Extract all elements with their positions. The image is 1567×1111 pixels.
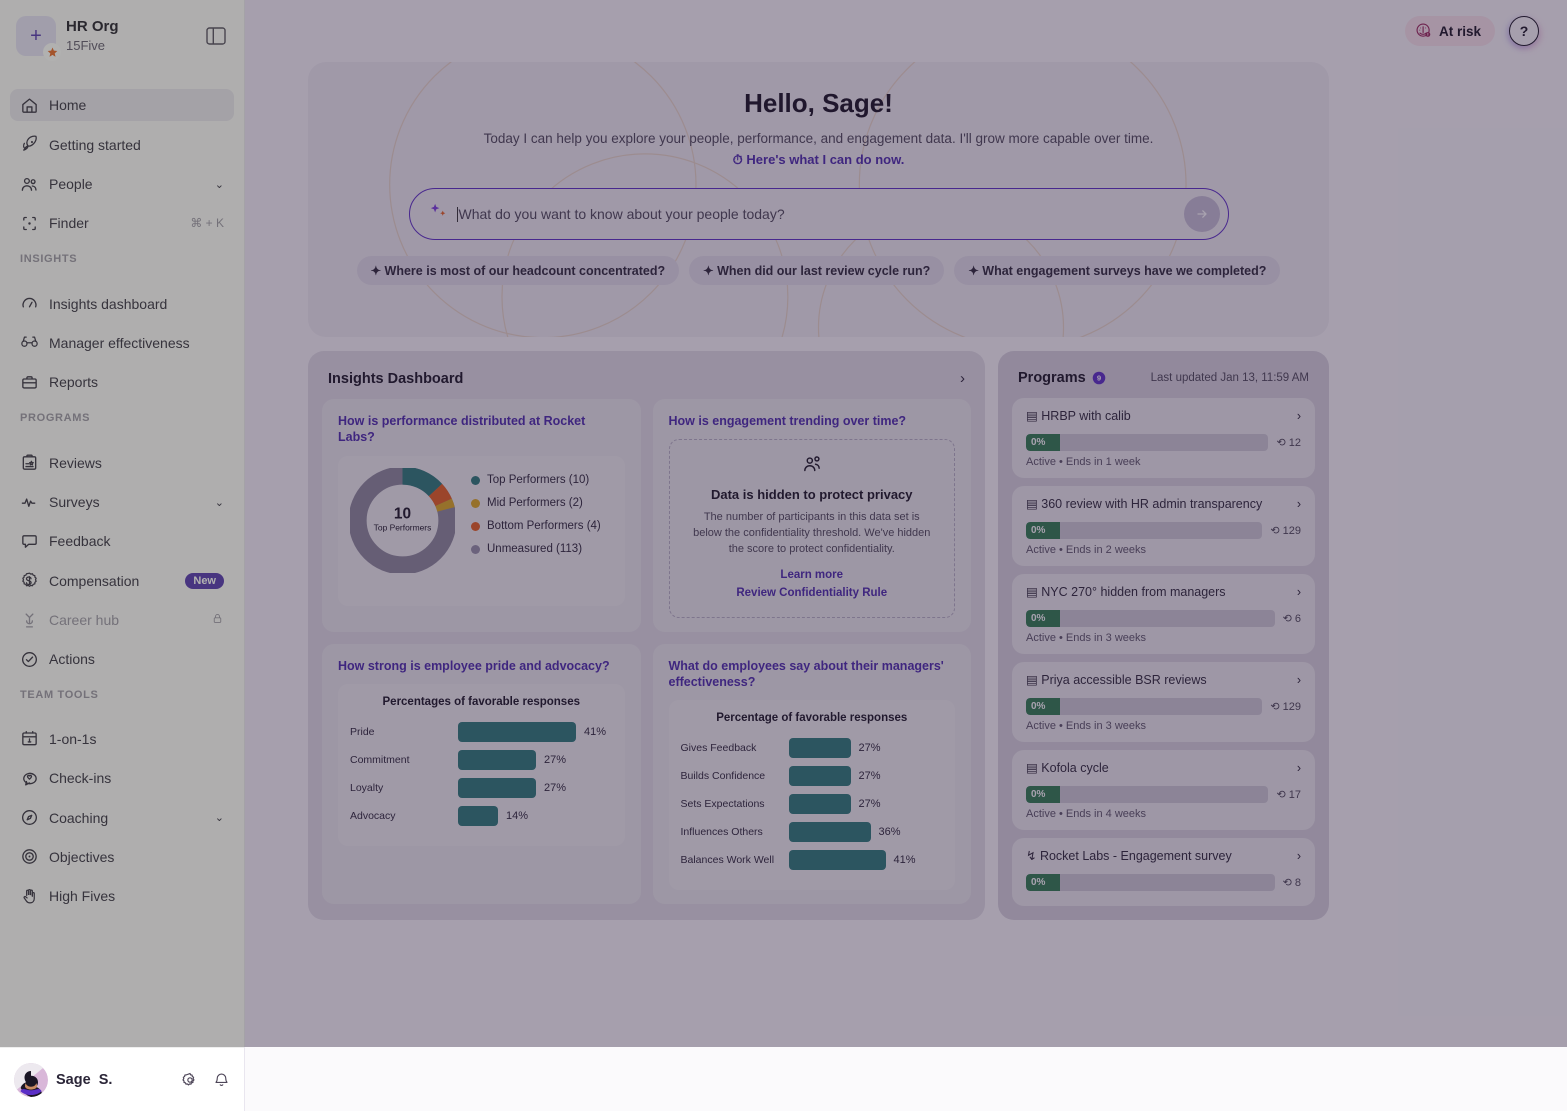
svg-text:10: 10 [394, 505, 411, 522]
svg-text:9: 9 [1097, 373, 1101, 382]
svg-text:Top Performers: Top Performers [374, 522, 432, 532]
